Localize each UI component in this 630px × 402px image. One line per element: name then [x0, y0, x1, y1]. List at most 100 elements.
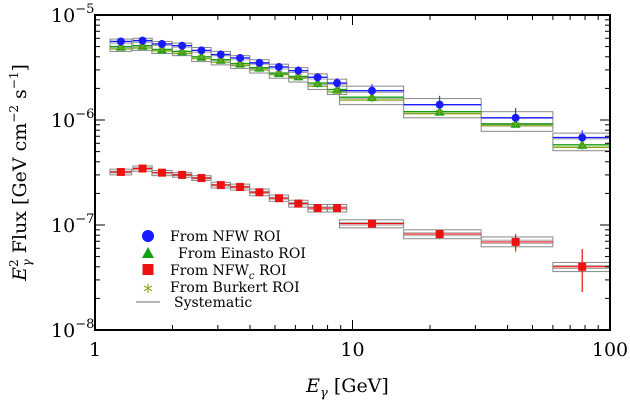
- data-point-asterisk: *: [178, 45, 187, 65]
- data-point-asterisk: *: [333, 84, 342, 104]
- data-point-circle: [116, 37, 125, 46]
- y-tick-exponent: −7: [75, 212, 94, 227]
- data-point-triangle: [293, 71, 304, 81]
- data-point-asterisk: *: [294, 70, 303, 90]
- data-point-circle: [255, 58, 264, 67]
- data-point-square: [578, 262, 587, 271]
- data-point-circle: [178, 41, 187, 50]
- data-point-asterisk: *: [255, 62, 264, 82]
- data-point-circle: [511, 113, 520, 122]
- data-point-asterisk: *: [197, 51, 206, 71]
- data-point-asterisk: *: [236, 58, 245, 78]
- data-point-triangle: [177, 46, 188, 56]
- data-point-square: [116, 167, 125, 176]
- y-tick-label: 10−6: [51, 107, 94, 132]
- axis-ticks: [94, 14, 611, 331]
- data-point-asterisk: *: [217, 54, 226, 74]
- x-label-subscript: γ: [320, 386, 328, 401]
- y-label-exp2: −1: [7, 71, 21, 89]
- data-point-square: [274, 194, 283, 203]
- x-axis-label: Eγ [GeV]: [305, 375, 389, 401]
- legend-label-einasto: From Einasto ROI: [178, 246, 306, 262]
- data-point-asterisk: *: [368, 92, 377, 112]
- legend-entry-nfwc: From NFWc ROI: [142, 263, 287, 282]
- data-point-circle: [333, 79, 342, 88]
- data-point-square: [435, 230, 444, 239]
- data-series: * * * * * * * * * * * * * * * *: [109, 36, 610, 293]
- legend-entry-nfw: From NFW ROI: [142, 229, 281, 245]
- data-point-square: [138, 164, 147, 173]
- data-point-triangle: [215, 54, 226, 64]
- data-point-square: [236, 183, 245, 192]
- legend-label-systematic: Systematic: [174, 295, 252, 311]
- data-point-square: [255, 188, 264, 197]
- data-point-triangle: [235, 58, 246, 68]
- systematic-box-upper: [480, 111, 554, 132]
- y-tick-mantissa: 10: [51, 215, 75, 237]
- data-point-square: [216, 181, 225, 190]
- data-point-triangle: [254, 62, 265, 72]
- y-tick-label: 10−8: [51, 317, 94, 342]
- data-point-square: [157, 168, 166, 177]
- y-axis-label: E2γ Flux [GeV cm−2 s−1]: [7, 64, 34, 282]
- data-point-triangle: [115, 41, 126, 51]
- data-point-square: [313, 204, 322, 213]
- legend: From NFW ROI From Einasto ROI From NFWc …: [136, 229, 306, 311]
- data-point-circle: [236, 53, 245, 62]
- data-point-circle: [216, 50, 225, 59]
- data-point-circle: [294, 66, 303, 75]
- data-point-asterisk: *: [313, 78, 322, 98]
- y-label-exp1: −2: [7, 105, 21, 123]
- y-tick-exponent: −6: [75, 107, 94, 122]
- data-point-circle: [578, 133, 587, 142]
- y-label-text: Flux [GeV cm: [9, 123, 31, 260]
- data-point-circle: [313, 73, 322, 82]
- data-point-triangle: [312, 78, 323, 88]
- data-point-triangle: [577, 139, 588, 149]
- y-tick-exponent: −8: [75, 317, 94, 332]
- data-point-circle: [157, 39, 166, 48]
- legend-label-nfwc-prefix: From NFW: [170, 263, 250, 279]
- data-point-square: [367, 219, 376, 228]
- y-tick-mantissa: 10: [51, 320, 75, 342]
- data-point-square: [294, 199, 303, 208]
- data-point-triangle: [196, 51, 207, 61]
- legend-label-nfwc: From NFWc ROI: [170, 263, 287, 282]
- y-label-subscript: γ: [20, 258, 34, 266]
- data-point-square: [197, 174, 206, 183]
- legend-label-burkert: From Burkert ROI: [170, 280, 300, 296]
- x-label-unit: [GeV]: [328, 375, 389, 397]
- data-point-triangle: [332, 84, 343, 94]
- data-point-asterisk: *: [158, 43, 167, 63]
- data-point-circle: [138, 36, 147, 45]
- y-label-mid: s: [9, 89, 31, 105]
- systematic-box-upper: [403, 98, 482, 119]
- legend-entry-burkert: * From Burkert ROI: [143, 280, 300, 304]
- data-point-square: [511, 237, 520, 246]
- data-point-triangle: [273, 68, 284, 78]
- y-tick-label: 10−5: [51, 2, 94, 27]
- data-point-triangle: [434, 106, 445, 116]
- data-point-triangle: [366, 92, 377, 102]
- legend-label-nfwc-sub: c: [249, 271, 255, 282]
- data-point-asterisk: *: [117, 41, 126, 61]
- legend-marker-square: [142, 264, 154, 275]
- x-tick-label: 100: [592, 339, 628, 361]
- x-label-symbol: E: [305, 375, 320, 397]
- legend-marker-triangle: [142, 247, 154, 258]
- y-tick-mantissa: 10: [51, 5, 75, 27]
- legend-label-nfwc-suffix: ROI: [255, 263, 287, 279]
- data-point-asterisk: *: [578, 139, 587, 159]
- y-label-superscript: 2: [7, 259, 21, 267]
- data-point-asterisk: *: [275, 67, 284, 87]
- data-point-asterisk: *: [138, 40, 147, 60]
- data-point-triangle: [510, 118, 521, 128]
- data-point-triangle: [137, 40, 148, 50]
- y-label-symbol: E: [9, 267, 31, 282]
- y-label-close: ]: [9, 64, 31, 71]
- data-point-triangle: [156, 44, 167, 54]
- legend-marker-circle: [142, 230, 154, 242]
- y-tick-exponent: −5: [75, 2, 94, 17]
- y-tick-mantissa: 10: [51, 110, 75, 132]
